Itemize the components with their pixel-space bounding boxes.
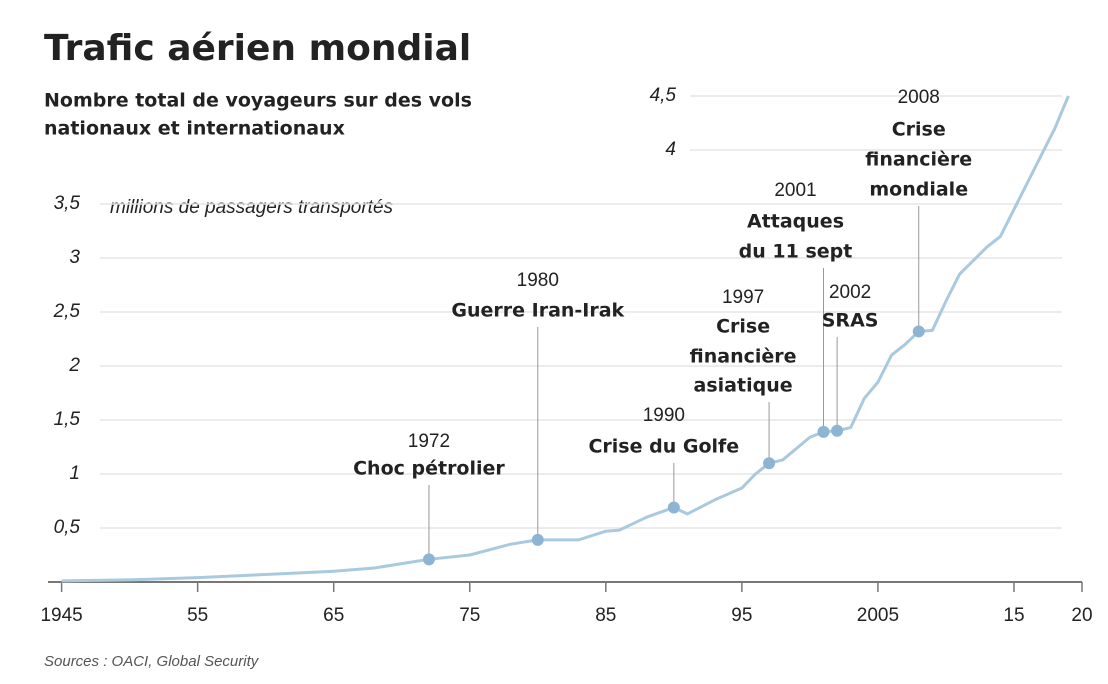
- annotation-year: 2001: [774, 180, 816, 201]
- chart-title: Trafic aérien mondial: [44, 28, 471, 69]
- annotation-text: SRAS: [822, 310, 879, 332]
- annotation-point: [831, 424, 844, 437]
- annotation-point: [763, 457, 776, 470]
- y-tick-label: 2: [68, 355, 80, 376]
- subtitle: nationaux et internationaux: [44, 118, 345, 140]
- x-tick-label: 20: [1071, 605, 1092, 626]
- annotation-text: Guerre Iran-Irak: [451, 300, 624, 322]
- y-tick-label: 3: [69, 247, 80, 268]
- annotation-point: [912, 325, 925, 338]
- x-tick-label: 55: [187, 605, 208, 626]
- annotation-year: 1972: [408, 431, 450, 452]
- annotation-text: Crise: [892, 119, 946, 141]
- source: Sources : OACI, Global Security: [44, 653, 260, 670]
- y-tick-label: 1,5: [54, 409, 81, 430]
- annotation-text: Attaques: [747, 211, 844, 233]
- annotation-year: 1980: [517, 270, 559, 291]
- y-tick-label: 3,5: [54, 193, 81, 214]
- annotation-text: Choc pétrolier: [353, 458, 505, 480]
- y-tick-label: 4: [665, 139, 676, 160]
- x-tick-label: 1945: [40, 605, 82, 626]
- annotation-point: [422, 553, 435, 566]
- y-tick-label: 4,5: [650, 85, 677, 106]
- x-tick-label: 65: [323, 605, 344, 626]
- x-tick-label: 2005: [857, 605, 899, 626]
- annotation-year: 1990: [643, 405, 685, 426]
- data-line: [61, 95, 1070, 583]
- x-tick-label: 75: [459, 605, 480, 626]
- annotation-text: financière: [865, 149, 972, 171]
- annotation-text: Crise du Golfe: [588, 436, 739, 458]
- y-tick-label: 2,5: [53, 301, 81, 322]
- annotation-text: financière: [690, 346, 797, 368]
- subtitle: Nombre total de voyageurs sur des vols: [44, 90, 472, 112]
- annotation-text: Crise: [716, 316, 770, 338]
- annotation-text: du 11 sept: [739, 241, 853, 263]
- annotation-point: [667, 501, 680, 514]
- annotation-point: [817, 425, 830, 438]
- annotation-year: 2008: [898, 87, 940, 108]
- annotation-point: [531, 533, 544, 546]
- annotation-text: asiatique: [694, 375, 793, 397]
- annotation-text: mondiale: [869, 179, 968, 201]
- annotation-year: 2002: [829, 282, 871, 303]
- x-tick-label: 85: [595, 605, 616, 626]
- y-tick-label: 0,5: [54, 517, 81, 538]
- y-axis-label: millions de passagers transportés: [110, 197, 394, 218]
- x-tick-label: 15: [1003, 605, 1024, 626]
- x-tick-label: 95: [731, 605, 752, 626]
- y-tick-label: 1: [69, 463, 80, 484]
- annotation-year: 1997: [722, 287, 764, 308]
